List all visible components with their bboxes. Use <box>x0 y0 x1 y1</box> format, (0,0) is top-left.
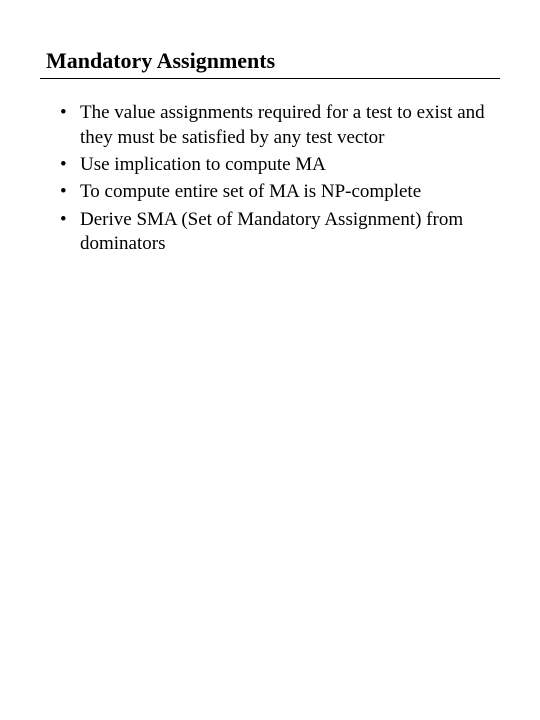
title-underline: Mandatory Assignments <box>40 48 500 79</box>
bullet-text: The value assignments required for a tes… <box>80 101 490 150</box>
bullet-icon: • <box>60 180 80 204</box>
list-item: • The value assignments required for a t… <box>60 101 490 150</box>
bullet-text: Use implication to compute MA <box>80 153 490 177</box>
list-item: • Use implication to compute MA <box>60 153 490 177</box>
bullet-icon: • <box>60 208 80 232</box>
slide-title: Mandatory Assignments <box>46 48 500 74</box>
bullet-icon: • <box>60 101 80 125</box>
bullet-text: Derive SMA (Set of Mandatory Assignment)… <box>80 208 490 257</box>
bullet-icon: • <box>60 153 80 177</box>
slide: Mandatory Assignments • The value assign… <box>0 0 540 720</box>
list-item: • Derive SMA (Set of Mandatory Assignmen… <box>60 208 490 257</box>
bullet-text: To compute entire set of MA is NP-comple… <box>80 180 490 204</box>
bullet-list: • The value assignments required for a t… <box>40 101 500 256</box>
list-item: • To compute entire set of MA is NP-comp… <box>60 180 490 204</box>
